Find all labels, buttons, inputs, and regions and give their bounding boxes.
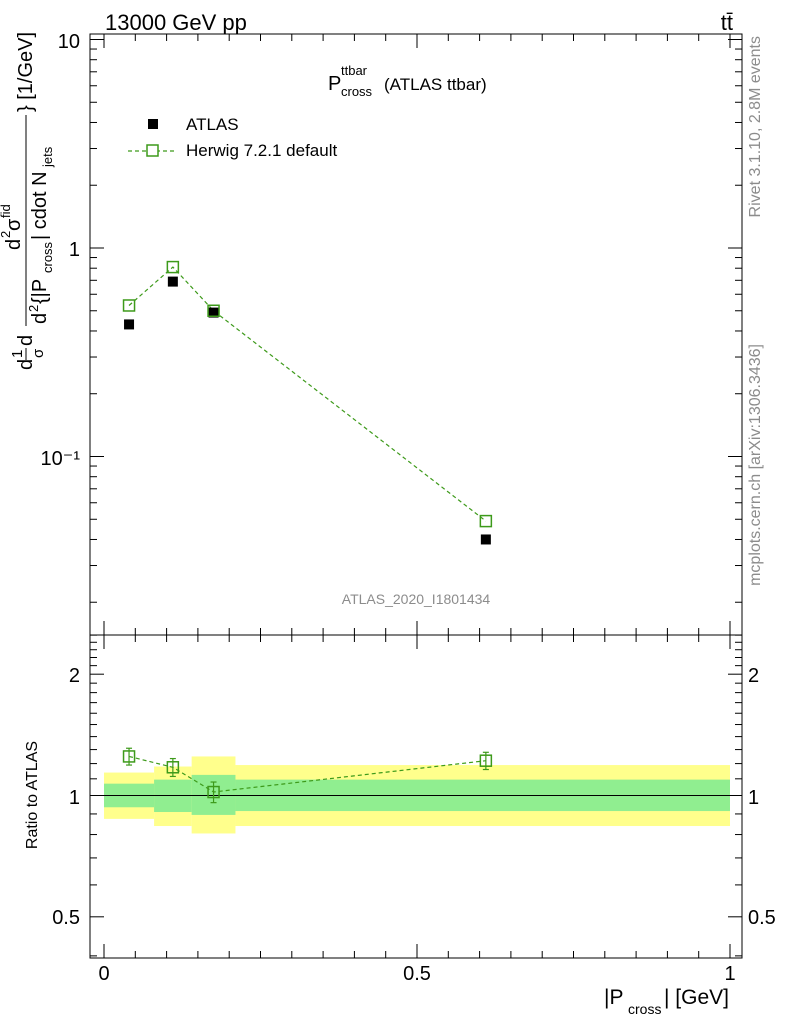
svg-text:d: d — [29, 313, 51, 324]
ratio-y-tick-label-0.5-right: 0.5 — [748, 907, 776, 929]
legend-atlas-marker — [148, 119, 158, 129]
x-tick-label-0.5: 0.5 — [403, 963, 431, 985]
ratio-y-tick-label-2-left: 2 — [69, 665, 80, 687]
ratio-herwig-data-point — [166, 761, 180, 774]
svg-text:cross: cross — [628, 1001, 661, 1017]
ratio-plot-frame — [89, 634, 743, 959]
legend-herwig-marker — [146, 144, 159, 157]
herwig-data-point — [479, 514, 493, 528]
atlas-data-point — [208, 307, 219, 318]
y-tick-label-10: 10 — [58, 31, 80, 53]
legend-atlas-label: ATLAS — [186, 115, 239, 134]
svg-text:| cdot N: | cdot N — [29, 171, 51, 240]
svg-text:d: d — [3, 239, 25, 250]
main-series-layer — [122, 260, 493, 545]
svg-text:1: 1 — [9, 350, 26, 358]
svg-text:jets: jets — [40, 146, 55, 168]
herwig-data-point — [122, 299, 136, 312]
svg-text:| [GeV]: | [GeV] — [664, 986, 729, 1009]
legend-item-atlas: ATLAS — [148, 115, 239, 134]
legend: ATLAS Herwig 7.2.1 default — [128, 115, 337, 160]
mcplots-label: mcplots.cern.ch [arXiv:1306.3436] — [747, 344, 764, 586]
ratio-uncertainty-bands — [104, 756, 730, 834]
svg-text:d: d — [15, 335, 37, 346]
svg-text:ttbar: ttbar — [341, 63, 368, 78]
ratio-herwig-data-point — [479, 754, 493, 767]
main-plot-panel: 10 1 10⁻¹ P ttbar cross (ATLAS ttbar) d … — [0, 31, 743, 636]
x-tick-label-0: 0 — [98, 963, 109, 985]
y-tick-label-1: 1 — [69, 239, 80, 261]
herwig-data-point — [166, 260, 180, 274]
herwig-line — [128, 266, 487, 522]
y-axis-label: d 1 σ d d 2 σ fid d 2 {|P cross | cdot N… — [0, 32, 55, 370]
energy-label: 13000 GeV pp — [105, 10, 247, 35]
ratio-axis-ticks — [90, 634, 742, 958]
svg-text:(ATLAS ttbar): (ATLAS ttbar) — [384, 75, 487, 94]
ratio-series-layer — [122, 747, 493, 804]
svg-text:cross: cross — [40, 241, 55, 273]
y-tick-label-0.1: 10⁻¹ — [41, 448, 81, 470]
chart-title: P ttbar cross (ATLAS ttbar) — [328, 63, 487, 99]
ratio-y-tick-label-2-right: 2 — [748, 665, 759, 687]
ratio-herwig-line — [128, 755, 486, 793]
svg-text:cross: cross — [341, 84, 373, 99]
svg-text:fid: fid — [0, 204, 13, 218]
svg-text:2: 2 — [26, 305, 41, 312]
svg-text:} [1/GeV]: } [1/GeV] — [15, 32, 37, 112]
herwig-data-point — [207, 304, 220, 318]
atlas-data-point — [124, 319, 135, 330]
main-y-axis-ticks — [90, 39, 742, 603]
svg-text:σ: σ — [3, 218, 25, 231]
ratio-y-tick-label-1-right: 1 — [748, 787, 759, 809]
svg-text:P: P — [328, 73, 341, 95]
analysis-id-label: ATLAS_2020_I1801434 — [342, 591, 491, 607]
ratio-herwig-data-point — [122, 750, 136, 763]
atlas-data-point — [167, 276, 178, 287]
rivet-version-label: Rivet 3.1.10, 2.8M events — [747, 36, 764, 217]
svg-text:d: d — [15, 359, 37, 370]
svg-text:{|P: {|P — [29, 279, 51, 304]
svg-text:2: 2 — [0, 231, 13, 238]
svg-text:|P: |P — [604, 986, 623, 1009]
ratio-herwig-data-point — [207, 785, 220, 799]
ratio-y-tick-label-0.5-left: 0.5 — [52, 907, 80, 929]
legend-herwig-label: Herwig 7.2.1 default — [186, 141, 337, 160]
process-label: tt̄ — [721, 10, 733, 35]
main-x-axis-ticks — [103, 34, 731, 635]
x-axis-label: |P cross | [GeV] — [604, 986, 729, 1017]
legend-item-herwig: Herwig 7.2.1 default — [128, 141, 337, 160]
ratio-y-tick-label-1-left: 1 — [69, 787, 80, 809]
svg-text:σ: σ — [30, 348, 47, 358]
x-tick-label-1: 1 — [724, 963, 735, 985]
ratio-plot-panel: 2 1 0.5 2 1 0.5 Ratio to ATLAS 0 0.5 1 |… — [24, 634, 776, 1017]
ratio-y-axis-label: Ratio to ATLAS — [24, 741, 41, 849]
atlas-data-point — [480, 534, 491, 545]
